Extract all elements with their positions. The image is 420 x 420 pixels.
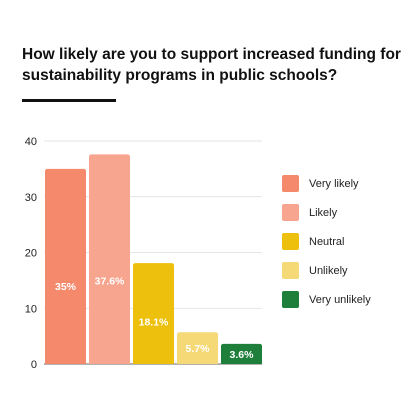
legend-item-very-likely[interactable]: Very likely bbox=[282, 175, 412, 192]
bar-very-likely[interactable] bbox=[45, 168, 86, 364]
legend-swatch bbox=[282, 204, 299, 221]
bar-neutral[interactable] bbox=[133, 263, 174, 364]
data-labels: 35% 37.6% 18.1% 5.7% 3.6% bbox=[55, 275, 254, 361]
y-tick-label: 20 bbox=[25, 248, 37, 260]
bar-unlikely[interactable] bbox=[177, 332, 218, 364]
legend: Very likely Likely Neutral Unlikely Very unl… bbox=[282, 175, 412, 320]
bars bbox=[45, 154, 262, 364]
legend-item-very-unlikely[interactable]: Very unlikely bbox=[282, 291, 412, 308]
title-underline bbox=[22, 99, 116, 102]
legend-item-likely[interactable]: Likely bbox=[282, 204, 412, 221]
legend-label: Neutral bbox=[309, 235, 345, 248]
y-tick-label: 0 bbox=[31, 359, 37, 371]
y-axis-ticks: 0 10 20 30 40 bbox=[25, 136, 37, 371]
data-label: 5.7% bbox=[186, 343, 211, 355]
chart-title: How likely are you to support increased … bbox=[22, 46, 401, 84]
legend-label: Very unlikely bbox=[309, 293, 371, 306]
y-tick-label: 10 bbox=[25, 303, 37, 315]
y-tick-label: 40 bbox=[25, 136, 37, 148]
data-label: 35% bbox=[55, 281, 77, 293]
data-label: 3.6% bbox=[230, 349, 255, 361]
legend-swatch bbox=[282, 291, 299, 308]
legend-item-neutral[interactable]: Neutral bbox=[282, 233, 412, 250]
legend-item-unlikely[interactable]: Unlikely bbox=[282, 262, 412, 279]
legend-swatch bbox=[282, 175, 299, 192]
data-label: 37.6% bbox=[95, 275, 125, 287]
legend-swatch bbox=[282, 262, 299, 279]
legend-swatch bbox=[282, 233, 299, 250]
legend-label: Very likely bbox=[309, 177, 359, 190]
legend-label: Likely bbox=[309, 206, 338, 219]
bar-likely[interactable] bbox=[89, 154, 130, 364]
data-label: 18.1% bbox=[139, 317, 169, 329]
bar-very-unlikely[interactable] bbox=[221, 343, 262, 364]
legend-label: Unlikely bbox=[309, 264, 348, 277]
y-tick-label: 30 bbox=[25, 192, 37, 204]
